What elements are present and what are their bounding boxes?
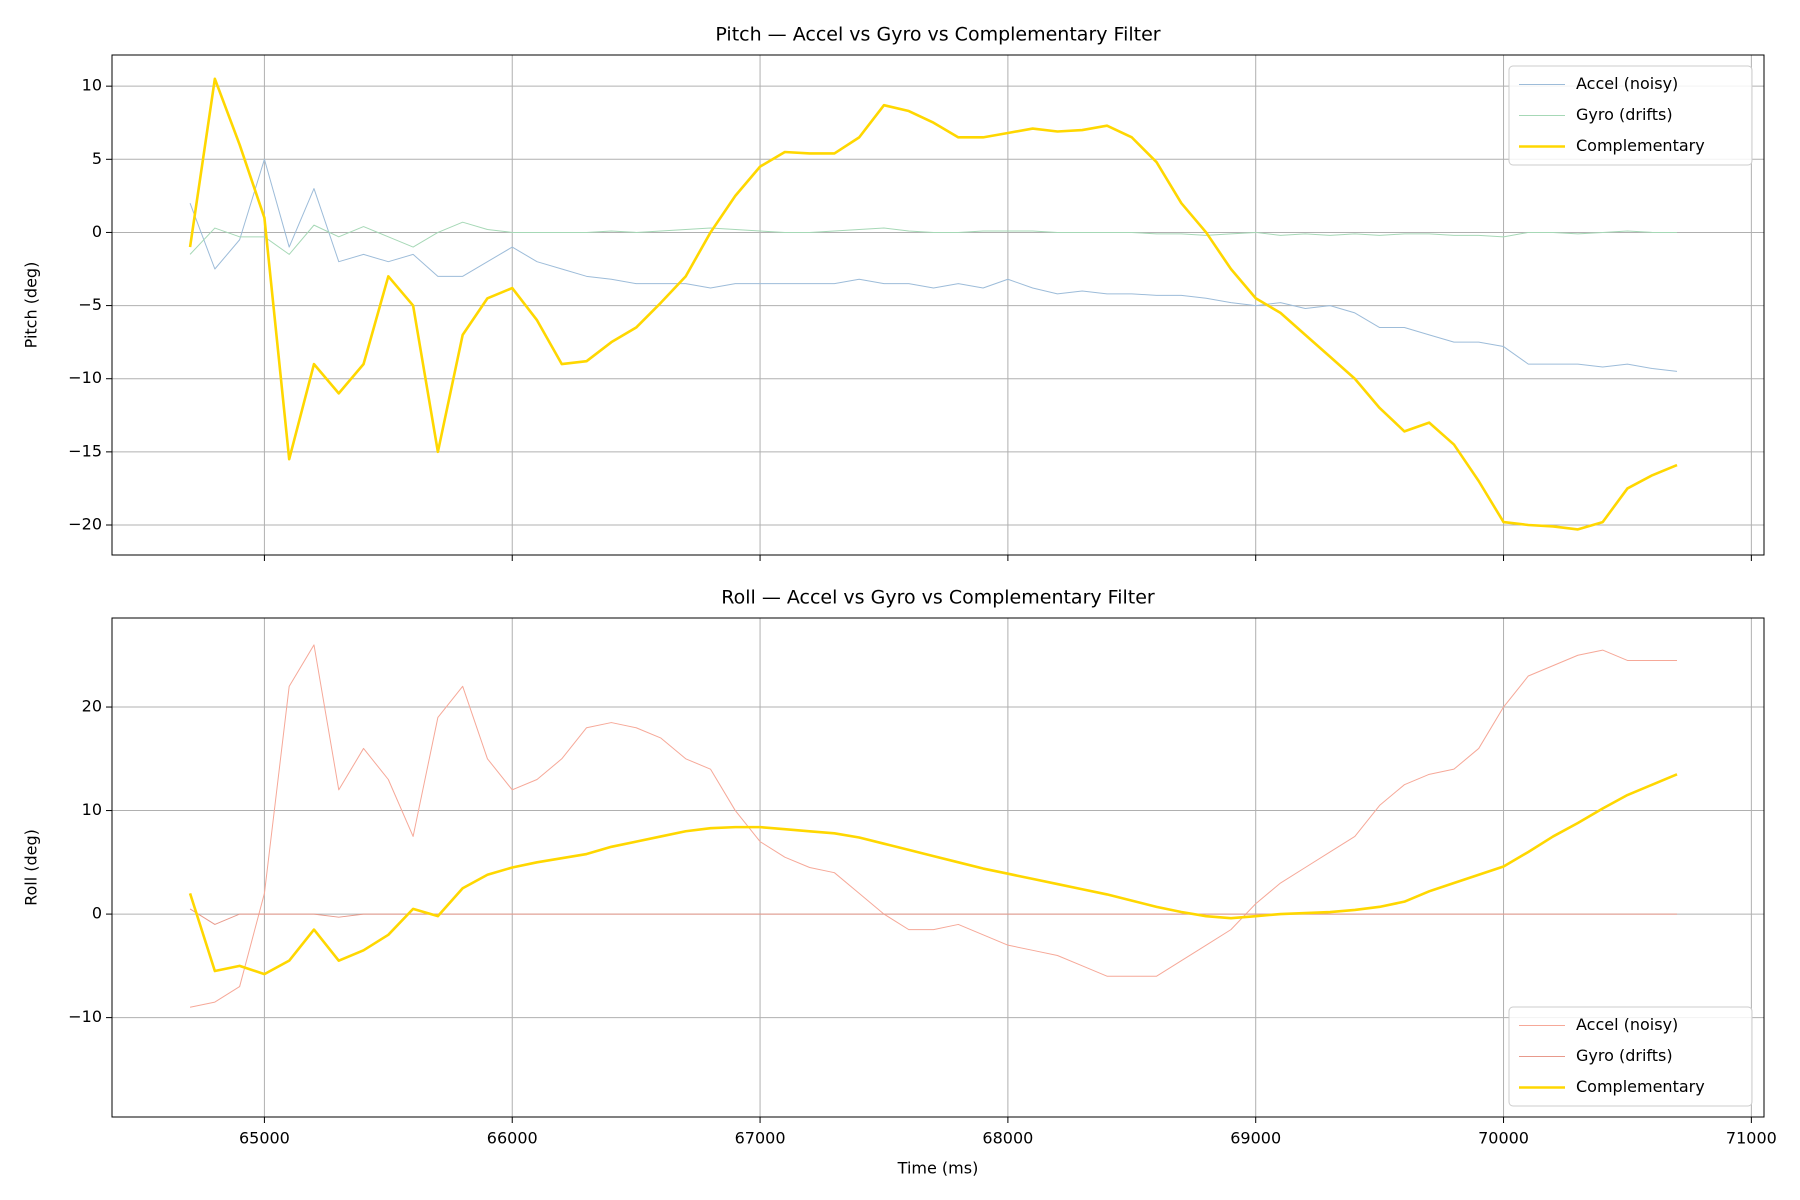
legend-label: Complementary <box>1576 136 1705 155</box>
legend-box <box>1508 1006 1753 1107</box>
y-tick-label: −10 <box>68 368 102 387</box>
x-tick-label: 71000 <box>1726 1129 1777 1148</box>
x-tick-label: 69000 <box>1230 1129 1281 1148</box>
x-tick-label: 66000 <box>487 1129 538 1148</box>
line-series <box>188 77 1678 531</box>
legend-box <box>1508 65 1753 166</box>
y-tick-label: 0 <box>92 904 102 923</box>
x-tick-label: 70000 <box>1478 1129 1529 1148</box>
legend-label: Gyro (drifts) <box>1576 1046 1673 1065</box>
y-tick-label: 5 <box>92 149 102 168</box>
line-series <box>189 221 1678 255</box>
axes-frame <box>111 54 1765 556</box>
x-tick-label: 68000 <box>982 1129 1033 1148</box>
y-tick-label: −20 <box>68 515 102 534</box>
y-tick-label: −5 <box>78 295 102 314</box>
line-series <box>188 773 1678 976</box>
x-tick-label: 67000 <box>735 1129 786 1148</box>
chart-title: Roll — Accel vs Gyro vs Complementary Fi… <box>721 587 1155 609</box>
legend-label: Gyro (drifts) <box>1576 105 1673 124</box>
y-axis-label: Pitch (deg) <box>22 262 41 349</box>
y-tick-label: 0 <box>92 222 102 241</box>
legend-label: Accel (noisy) <box>1576 74 1678 93</box>
y-tick-label: 20 <box>82 697 102 716</box>
legend-label: Complementary <box>1576 1077 1705 1096</box>
line-series <box>189 644 1678 1008</box>
y-axis-label: Roll (deg) <box>22 829 41 906</box>
y-tick-label: 10 <box>82 76 102 95</box>
y-tick-label: −10 <box>68 1007 102 1026</box>
axes-frame <box>111 617 1765 1118</box>
x-axis-label: Time (ms) <box>897 1159 979 1178</box>
y-tick-label: 10 <box>82 800 102 819</box>
x-tick-label: 65000 <box>239 1129 290 1148</box>
line-series <box>189 908 1678 925</box>
line-series <box>189 158 1678 372</box>
legend-label: Accel (noisy) <box>1576 1015 1678 1034</box>
y-tick-label: −15 <box>68 441 102 460</box>
chart-title: Pitch — Accel vs Gyro vs Complementary F… <box>715 24 1160 46</box>
